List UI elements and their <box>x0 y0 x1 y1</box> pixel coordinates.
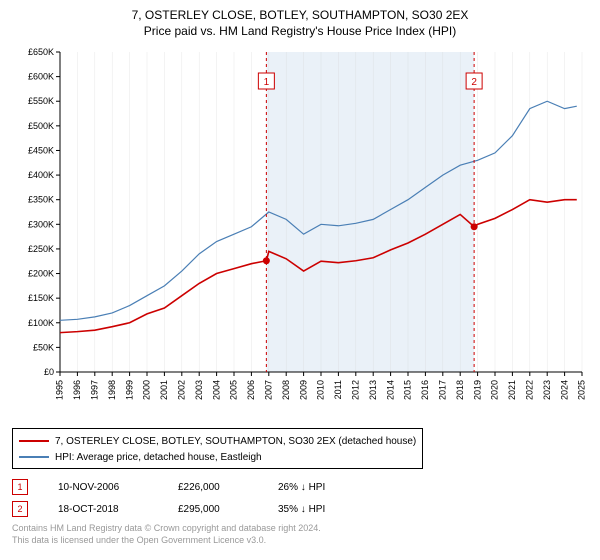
svg-text:1998: 1998 <box>107 380 117 400</box>
svg-text:2022: 2022 <box>525 380 535 400</box>
svg-text:£500K: £500K <box>28 121 54 131</box>
chart: £0 £50K £100K £150K £200K £250K £300K £350K £400… <box>12 42 588 422</box>
svg-text:2: 2 <box>471 77 477 88</box>
svg-text:2024: 2024 <box>559 380 569 400</box>
svg-text:2020: 2020 <box>490 380 500 400</box>
svg-text:2003: 2003 <box>194 380 204 400</box>
svg-text:£350K: £350K <box>28 195 54 205</box>
legend-swatch <box>19 456 49 458</box>
svg-text:£0: £0 <box>44 367 54 377</box>
sale-date: 10-NOV-2006 <box>58 482 148 493</box>
svg-text:£200K: £200K <box>28 269 54 279</box>
legend-label: 7, OSTERLEY CLOSE, BOTLEY, SOUTHAMPTON, … <box>55 436 416 447</box>
sales-table: 1 10-NOV-2006 £226,000 26% ↓ HPI 2 18-OC… <box>12 479 588 517</box>
svg-text:2017: 2017 <box>438 380 448 400</box>
svg-text:2002: 2002 <box>177 380 187 400</box>
svg-text:2021: 2021 <box>507 380 517 400</box>
footer-line: Contains HM Land Registry data © Crown c… <box>12 523 588 535</box>
svg-text:2014: 2014 <box>385 380 395 400</box>
sale-price: £226,000 <box>178 482 248 493</box>
svg-text:2012: 2012 <box>351 380 361 400</box>
chart-container: 7, OSTERLEY CLOSE, BOTLEY, SOUTHAMPTON, … <box>0 0 600 560</box>
sale-diff: 26% ↓ HPI <box>278 482 358 493</box>
legend-item: HPI: Average price, detached house, East… <box>19 449 416 465</box>
chart-svg: £0 £50K £100K £150K £200K £250K £300K £350K £400… <box>12 42 588 422</box>
svg-text:2019: 2019 <box>472 380 482 400</box>
svg-text:2008: 2008 <box>281 380 291 400</box>
sale-marker-icon: 1 <box>12 479 28 495</box>
svg-text:£450K: £450K <box>28 145 54 155</box>
svg-text:2007: 2007 <box>264 380 274 400</box>
svg-text:£50K: £50K <box>33 342 54 352</box>
svg-text:£400K: £400K <box>28 170 54 180</box>
svg-text:2013: 2013 <box>368 380 378 400</box>
legend-label: HPI: Average price, detached house, East… <box>55 452 262 463</box>
sale-diff: 35% ↓ HPI <box>278 504 358 515</box>
svg-text:£650K: £650K <box>28 47 54 57</box>
svg-text:1996: 1996 <box>72 380 82 400</box>
sale-marker-icon: 2 <box>12 501 28 517</box>
svg-text:2004: 2004 <box>211 380 221 400</box>
footer: Contains HM Land Registry data © Crown c… <box>12 523 588 546</box>
svg-text:1995: 1995 <box>55 380 65 400</box>
footer-line: This data is licensed under the Open Gov… <box>12 535 588 547</box>
svg-text:£250K: £250K <box>28 244 54 254</box>
svg-text:£300K: £300K <box>28 219 54 229</box>
svg-text:2018: 2018 <box>455 380 465 400</box>
svg-text:2005: 2005 <box>229 380 239 400</box>
sale-date: 18-OCT-2018 <box>58 504 148 515</box>
svg-text:2009: 2009 <box>298 380 308 400</box>
svg-text:2011: 2011 <box>333 380 343 399</box>
svg-text:2016: 2016 <box>420 380 430 400</box>
title-address: 7, OSTERLEY CLOSE, BOTLEY, SOUTHAMPTON, … <box>12 8 588 22</box>
svg-text:£600K: £600K <box>28 72 54 82</box>
svg-text:1: 1 <box>264 77 270 88</box>
legend-item: 7, OSTERLEY CLOSE, BOTLEY, SOUTHAMPTON, … <box>19 433 416 449</box>
svg-text:2025: 2025 <box>577 380 587 400</box>
sales-row: 2 18-OCT-2018 £295,000 35% ↓ HPI <box>12 501 588 517</box>
title-subtitle: Price paid vs. HM Land Registry's House … <box>12 24 588 38</box>
svg-text:2006: 2006 <box>246 380 256 400</box>
svg-text:2023: 2023 <box>542 380 552 400</box>
legend-swatch <box>19 440 49 442</box>
svg-text:£100K: £100K <box>28 318 54 328</box>
svg-text:2010: 2010 <box>316 380 326 400</box>
svg-text:£150K: £150K <box>28 293 54 303</box>
svg-text:£550K: £550K <box>28 96 54 106</box>
svg-text:2015: 2015 <box>403 380 413 400</box>
sales-row: 1 10-NOV-2006 £226,000 26% ↓ HPI <box>12 479 588 495</box>
sale-price: £295,000 <box>178 504 248 515</box>
svg-text:2000: 2000 <box>142 380 152 400</box>
svg-text:1997: 1997 <box>90 380 100 400</box>
svg-text:2001: 2001 <box>159 380 169 400</box>
title-block: 7, OSTERLEY CLOSE, BOTLEY, SOUTHAMPTON, … <box>12 8 588 38</box>
svg-text:1999: 1999 <box>124 380 134 400</box>
legend: 7, OSTERLEY CLOSE, BOTLEY, SOUTHAMPTON, … <box>12 428 423 469</box>
